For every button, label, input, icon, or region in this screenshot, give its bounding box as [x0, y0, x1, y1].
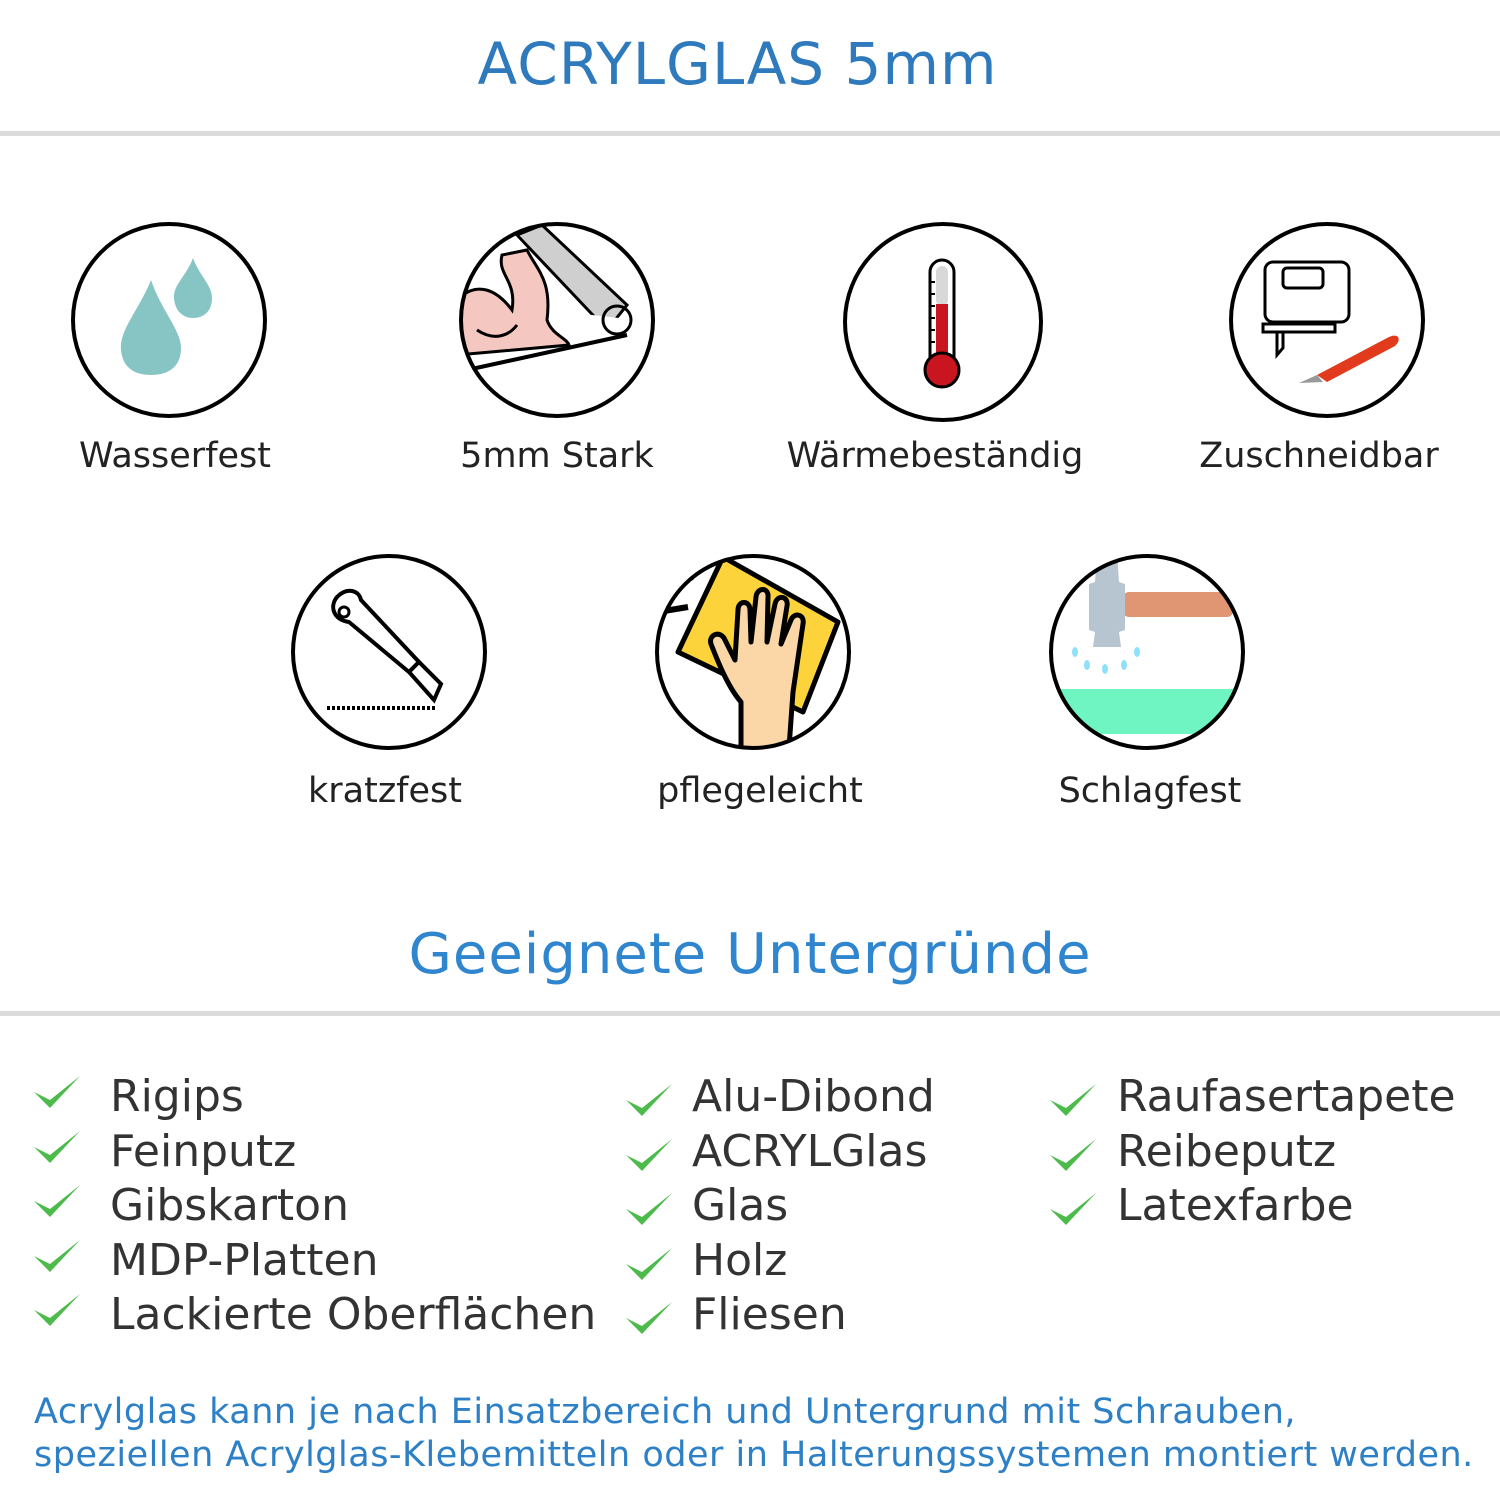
feature-label: Zuschneidbar: [1199, 436, 1439, 476]
surface-item: Alu-Dibond: [692, 1071, 935, 1122]
surface-item: ACRYLGlas: [692, 1125, 928, 1177]
checkmark-icon: [626, 1138, 672, 1171]
page-title: ACRYLGLAS 5mm: [477, 30, 998, 98]
thermometer-icon: [843, 222, 1043, 422]
checkmark-icon: [34, 1294, 80, 1326]
feature-label: Wasserfest: [78, 436, 272, 476]
surface-item: Reibeputz: [1117, 1125, 1337, 1177]
surface-item: MDP-Platten: [110, 1234, 379, 1286]
checkmark-icon: [1050, 1193, 1096, 1225]
checkmark-icon: [34, 1130, 80, 1163]
water-drops-icon: [71, 222, 267, 418]
hammer-icon: [1049, 554, 1245, 750]
jigsaw-knife-icon: [1229, 222, 1425, 418]
surface-item: Fliesen: [692, 1289, 847, 1340]
surface-item: Gibskarton: [110, 1180, 349, 1231]
checkmark-icon: [34, 1076, 80, 1108]
feature-label: Schlagfest: [1058, 771, 1242, 811]
surface-item: Rigips: [110, 1071, 244, 1122]
feature-label: Wärmebeständig: [786, 436, 1084, 476]
checkmark-icon: [626, 1193, 672, 1225]
checkmark-icon: [34, 1239, 80, 1272]
footer-note-line1: Acrylglas kann je nach Einsatzbereich un…: [34, 1392, 1297, 1432]
surface-item: Holz: [692, 1234, 788, 1286]
checkmark-icon: [626, 1084, 672, 1116]
checkmark-icon: [626, 1302, 672, 1334]
feature-label: pflegeleicht: [657, 771, 863, 811]
checkmark-icon: [626, 1247, 672, 1280]
cleaning-hand-icon: [655, 554, 851, 750]
surface-item: Feinputz: [110, 1125, 297, 1177]
divider: [0, 131, 1500, 136]
section-title: Geeignete Untergründe: [408, 922, 1092, 987]
surface-item: Latexfarbe: [1117, 1180, 1354, 1231]
feature-label: kratzfest: [307, 771, 462, 811]
cutter-knife-icon: [291, 554, 487, 750]
checkmark-icon: [34, 1185, 80, 1217]
divider: [0, 1011, 1500, 1016]
checkmark-icon: [1050, 1138, 1096, 1171]
surface-item: Raufasertapete: [1117, 1071, 1456, 1122]
feature-label: 5mm Stark: [460, 436, 654, 476]
footer-note-line2: speziellen Acrylglas-Klebemitteln oder i…: [34, 1435, 1474, 1475]
checkmark-icon: [1050, 1084, 1096, 1116]
surface-item: Lackierte Oberflächen: [110, 1289, 597, 1340]
surface-item: Glas: [692, 1180, 789, 1231]
strong-arm-icon: [459, 222, 655, 418]
